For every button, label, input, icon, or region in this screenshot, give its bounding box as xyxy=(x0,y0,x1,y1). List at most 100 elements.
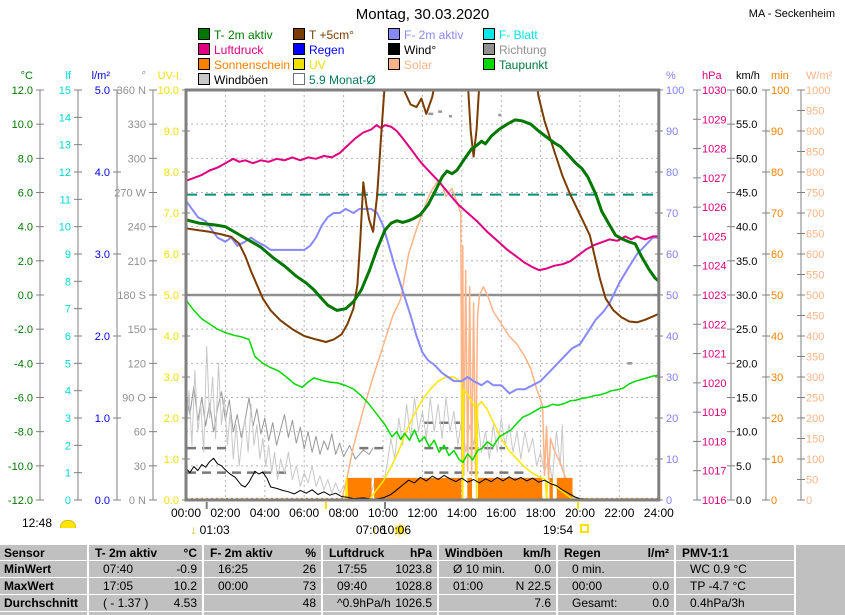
legend-item-label: F- Blatt xyxy=(499,28,538,42)
legend-item-taupunkt: Taupunkt xyxy=(483,58,548,72)
svg-text:2.0: 2.0 xyxy=(95,331,110,343)
legend-color-swatch-icon xyxy=(198,28,210,40)
svg-text:0 N: 0 N xyxy=(129,495,146,507)
svg-text:lf: lf xyxy=(66,70,72,82)
svg-text:330: 330 xyxy=(128,119,146,131)
svg-text:500: 500 xyxy=(806,290,824,302)
table-cell: 00:00 73 xyxy=(204,578,321,595)
svg-text:20: 20 xyxy=(771,413,783,425)
table-cell: 09:40 1028.8 xyxy=(323,578,437,595)
svg-text:10.0: 10.0 xyxy=(12,119,33,131)
svg-text:1.0: 1.0 xyxy=(164,454,179,466)
svg-text:08:00: 08:00 xyxy=(329,506,359,520)
svg-text:-12.0: -12.0 xyxy=(8,495,33,507)
svg-text:70: 70 xyxy=(771,208,783,220)
svg-text:30.0: 30.0 xyxy=(736,290,757,302)
svg-text:90: 90 xyxy=(771,126,783,138)
svg-text:30: 30 xyxy=(134,461,146,473)
svg-text:120: 120 xyxy=(128,358,146,370)
legend-color-swatch-icon xyxy=(293,28,305,40)
column-header: T- 2m aktiv xyxy=(95,546,158,560)
svg-text:06:00: 06:00 xyxy=(289,506,319,520)
svg-text:700: 700 xyxy=(806,208,824,220)
svg-text:210: 210 xyxy=(128,256,146,268)
moon-up-arrow-icon: ↑ xyxy=(372,523,378,537)
svg-text:7: 7 xyxy=(65,304,71,316)
svg-text:600: 600 xyxy=(806,249,824,261)
svg-text:-2.0: -2.0 xyxy=(14,324,33,336)
svg-text:1: 1 xyxy=(65,468,71,480)
svg-text:15.0: 15.0 xyxy=(736,393,757,405)
table-cell: 2.49 g/m³66 xyxy=(204,612,321,615)
svg-text:200: 200 xyxy=(806,413,824,425)
svg-text:20:00: 20:00 xyxy=(565,506,595,520)
svg-text:40: 40 xyxy=(666,331,678,343)
svg-text:0: 0 xyxy=(666,495,672,507)
table-cell: 0.4hPa/3h xyxy=(676,595,794,612)
svg-text:55.0: 55.0 xyxy=(736,119,757,131)
svg-text:20.0: 20.0 xyxy=(736,358,757,370)
svg-text:4.0: 4.0 xyxy=(95,167,110,179)
legend-color-swatch-icon xyxy=(198,73,210,85)
legend-color-swatch-icon xyxy=(483,43,495,55)
legend-color-swatch-icon xyxy=(388,28,400,40)
legend-item-label: Wind° xyxy=(404,43,437,57)
svg-text:70: 70 xyxy=(666,208,678,220)
svg-text:00:00: 00:00 xyxy=(171,506,201,520)
svg-text:0.0: 0.0 xyxy=(18,290,33,302)
svg-text:1024: 1024 xyxy=(702,261,726,273)
table-cell: 48 xyxy=(204,595,321,612)
svg-text:1018: 1018 xyxy=(702,436,726,448)
svg-text:04:00: 04:00 xyxy=(250,506,280,520)
legend-item-label: T +5cm° xyxy=(309,28,354,42)
table-cell: 7.6 xyxy=(439,595,556,612)
table-cell: rückläufig1024.0 xyxy=(323,612,437,615)
legend-item-wind-: Wind° xyxy=(388,43,437,57)
weather-chart: -12.0 -10.0 -8.0 -6.0 -4.0 -2.0 0.0 2.0 4.0 6.0 8.… xyxy=(8,70,833,537)
table-row-label: MinWert xyxy=(0,561,87,578)
svg-text:18:00: 18:00 xyxy=(526,506,556,520)
svg-text:UV-I: UV-I xyxy=(158,70,179,82)
legend-item-label: Richtung xyxy=(499,43,547,57)
checkbox-icon xyxy=(293,73,305,85)
svg-text:650: 650 xyxy=(806,229,824,241)
svg-text:40.0: 40.0 xyxy=(736,222,757,234)
svg-text:50.0: 50.0 xyxy=(736,153,757,165)
svg-text:900: 900 xyxy=(806,126,824,138)
svg-text:0.0: 0.0 xyxy=(95,495,110,507)
svg-text:40: 40 xyxy=(771,331,783,343)
series-luftdruck xyxy=(186,124,659,272)
svg-text:100: 100 xyxy=(771,85,789,97)
legend-item-label: Windböen xyxy=(214,73,269,87)
svg-text:6.0: 6.0 xyxy=(18,188,33,200)
svg-text:6.0: 6.0 xyxy=(164,249,179,261)
column-unit: % xyxy=(305,546,316,560)
svg-text:1023: 1023 xyxy=(702,290,726,302)
legend-color-swatch-icon xyxy=(483,58,495,70)
legend-item-label: Sonnenschein xyxy=(214,58,291,72)
svg-text:50: 50 xyxy=(666,290,678,302)
column-header: PMV-1:1 xyxy=(682,546,729,560)
svg-text:180 S: 180 S xyxy=(117,290,146,302)
sunshine-bars xyxy=(186,477,659,500)
stats-table: SensorMinWertMaxWertDurchschnitt30.03, 2… xyxy=(0,545,845,615)
svg-text:400: 400 xyxy=(806,331,824,343)
svg-text:4.0: 4.0 xyxy=(18,222,33,234)
legend-item-uv: UV xyxy=(293,58,326,72)
legend-item-5-9-monat-[interactable]: 5.9 Monat-Ø xyxy=(293,73,376,87)
svg-text:800: 800 xyxy=(806,167,824,179)
svg-text:350: 350 xyxy=(806,352,824,364)
table-cell: 0.1hPa/1h xyxy=(676,612,794,615)
svg-text:60: 60 xyxy=(771,249,783,261)
svg-text:10:06: 10:06 xyxy=(381,523,411,537)
legend-item-t-2m-aktiv: T- 2m aktiv xyxy=(198,28,273,42)
svg-text:10: 10 xyxy=(59,222,71,234)
svg-text:1017: 1017 xyxy=(702,466,726,478)
svg-text:0.0: 0.0 xyxy=(736,495,751,507)
svg-text:240: 240 xyxy=(128,222,146,234)
series-wind- xyxy=(186,457,659,500)
column-header: F- 2m aktiv xyxy=(210,546,273,560)
sun-dome-icon xyxy=(60,520,76,528)
column-header: Luftdruck xyxy=(329,546,385,560)
legend-color-swatch-icon xyxy=(483,28,495,40)
